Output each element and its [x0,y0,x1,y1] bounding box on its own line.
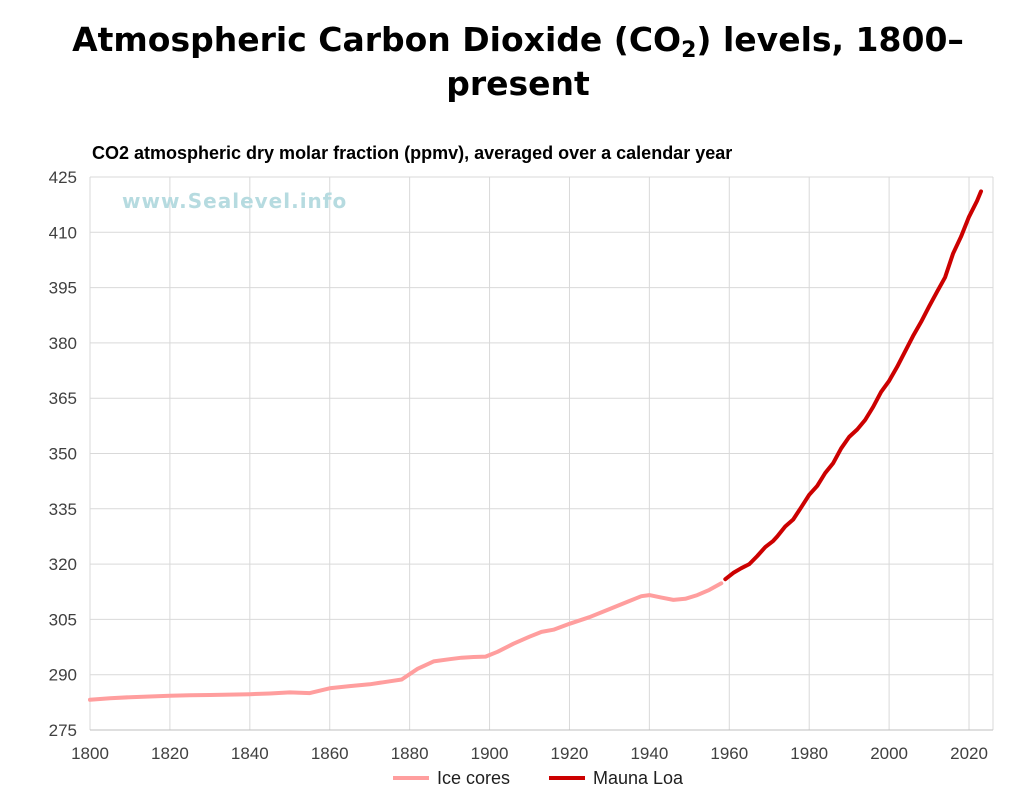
legend-label: Ice cores [437,768,510,788]
series-line-ice-cores [88,581,724,702]
x-tick-label: 1860 [311,744,349,763]
x-tick-label: 1800 [71,744,109,763]
y-tick-label: 275 [49,721,77,740]
y-tick-label: 395 [49,279,77,298]
x-tick-label: 2020 [950,744,988,763]
x-tick-label: 1980 [790,744,828,763]
x-tick-label: 2000 [870,744,908,763]
series-line-mauna-loa [723,189,983,582]
title-part-2: ) levels, 1800– [696,20,964,59]
y-tick-label: 365 [49,389,77,408]
y-tick-label: 425 [49,168,77,187]
x-tick-label: 1900 [471,744,509,763]
grid-lines [89,176,994,731]
chart-subtitle: CO2 atmospheric dry molar fraction (ppmv… [92,143,733,163]
x-tick-label: 1820 [151,744,189,763]
axis-tick-labels: 425 410 395 380 365 350 335 320 305 290 275 1800 182… [49,168,988,763]
x-tick-label: 1840 [231,744,269,763]
watermark-text: www.Sealevel.info [122,189,347,213]
title-subscript: 2 [681,38,697,63]
y-tick-label: 410 [49,223,77,242]
y-tick-label: 290 [49,666,77,685]
y-tick-label: 320 [49,555,77,574]
y-tick-label: 350 [49,445,77,464]
x-tick-label: 1920 [551,744,589,763]
x-tick-label: 1940 [630,744,668,763]
x-tick-label: 1880 [391,744,429,763]
series-lines [88,189,983,702]
title-part-3: present [446,64,590,103]
y-tick-label: 335 [49,500,77,519]
legend-label: Mauna Loa [593,768,684,788]
legend: Ice cores Mauna Loa [393,768,684,788]
y-tick-label: 305 [49,610,77,629]
title-part-1: Atmospheric Carbon Dioxide (CO [72,20,682,59]
y-tick-label: 380 [49,334,77,353]
x-tick-label: 1960 [710,744,748,763]
page-title: Atmospheric Carbon Dioxide (CO2) levels,… [0,18,1036,106]
